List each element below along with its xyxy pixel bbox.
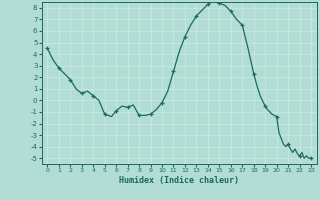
- X-axis label: Humidex (Indice chaleur): Humidex (Indice chaleur): [119, 176, 239, 185]
